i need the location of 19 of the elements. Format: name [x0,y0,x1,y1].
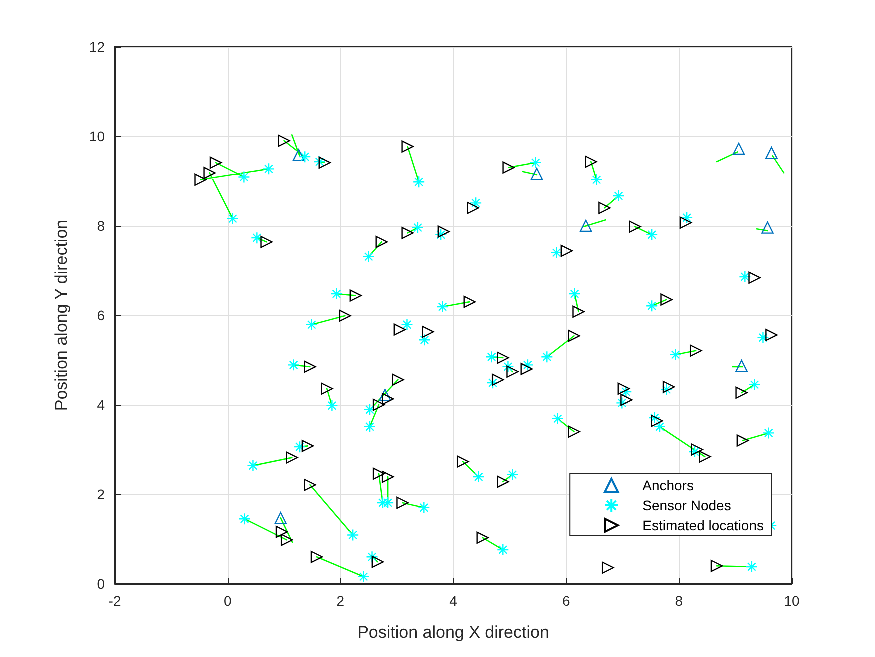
x-tick-label: 8 [675,593,684,609]
x-axis-title: Position along X direction [358,623,550,642]
y-tick-label: 10 [89,128,106,144]
y-tick-label: 6 [97,308,106,324]
x-tick-label: 2 [336,593,345,609]
y-tick-label: 2 [97,486,106,502]
x-tick-label: 10 [784,593,800,609]
y-tick-label: 8 [97,218,106,234]
x-tick-label: 6 [562,593,570,609]
y-tick-label: 12 [89,39,106,55]
x-tick-label: -2 [108,593,122,609]
legend-label: Anchors [642,478,694,494]
y-tick-label: 4 [97,397,106,413]
x-tick-label: 4 [450,593,458,609]
y-tick-label: 0 [97,576,106,592]
x-tick-label: 0 [224,593,232,609]
legend-label: Estimated locations [642,518,764,534]
y-axis-title: Position along Y direction [52,220,71,412]
legend-label: Sensor Nodes [642,498,732,514]
